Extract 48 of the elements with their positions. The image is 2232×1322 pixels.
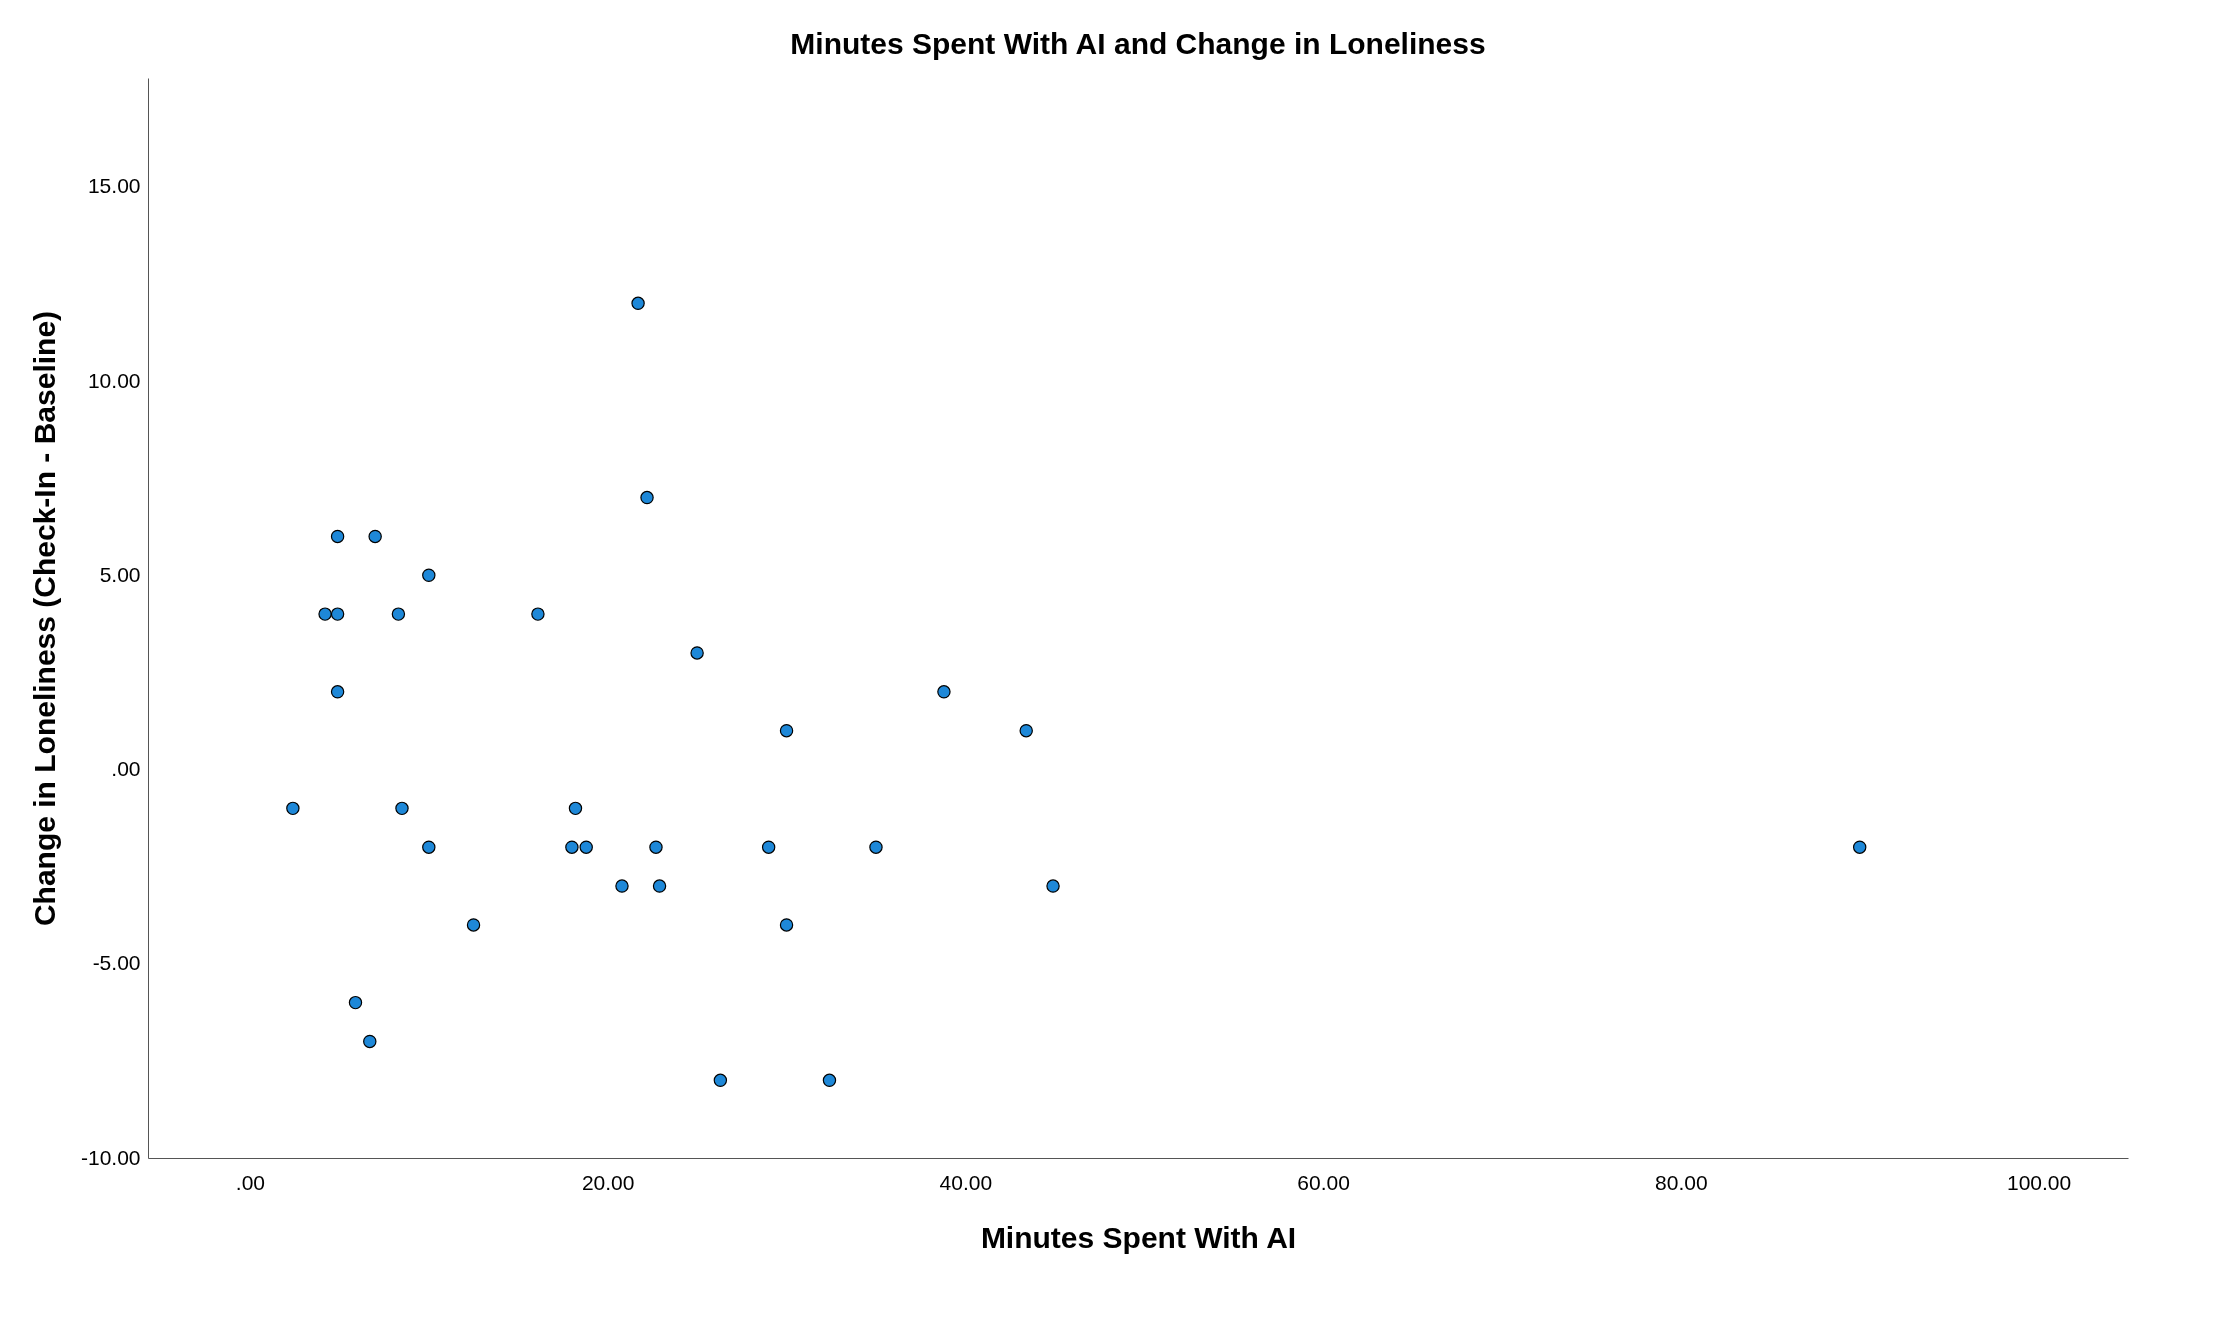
point xyxy=(1019,723,1033,738)
point xyxy=(1046,879,1060,893)
point xyxy=(649,840,663,854)
point xyxy=(822,1073,837,1088)
point xyxy=(466,918,481,932)
point xyxy=(568,801,583,816)
point xyxy=(779,723,794,738)
point xyxy=(640,490,654,505)
point xyxy=(869,840,883,854)
point xyxy=(531,607,545,621)
point xyxy=(330,685,345,699)
x-tick-label: 60.00 xyxy=(1297,1170,1350,1194)
point xyxy=(395,801,409,816)
point xyxy=(579,840,593,854)
point xyxy=(368,529,382,544)
point xyxy=(363,1034,377,1049)
x-tick-label: 20.00 xyxy=(581,1170,635,1194)
point xyxy=(422,840,436,854)
y-axis-title: Change in Loneliness (Check-In - Baseline) xyxy=(27,310,61,927)
point xyxy=(761,840,776,854)
y-tick-label: .00 xyxy=(111,757,141,781)
point xyxy=(330,529,345,544)
y-tick-label: 15.00 xyxy=(87,174,141,198)
point xyxy=(937,685,951,699)
point xyxy=(318,607,332,621)
point xyxy=(565,840,579,854)
x-tick-label: .00 xyxy=(235,1170,266,1194)
point xyxy=(690,646,704,660)
point xyxy=(286,801,300,816)
point xyxy=(631,296,645,311)
y-tick-label: -10.00 xyxy=(80,1145,141,1169)
x-tick-label: 80.00 xyxy=(1655,1170,1708,1194)
chart-title: Minutes Spent With AI and Change in Loneliness xyxy=(790,27,1486,60)
point xyxy=(391,607,406,621)
y-tick-label: -5.00 xyxy=(92,951,141,975)
y-tick-label: 5.00 xyxy=(99,562,141,586)
point xyxy=(779,918,794,932)
point xyxy=(713,1073,728,1088)
x-tick-label: 100.00 xyxy=(2006,1170,2072,1194)
point xyxy=(348,995,363,1010)
point xyxy=(1852,840,1867,854)
point xyxy=(615,879,629,893)
point xyxy=(652,879,667,893)
x-axis-title: Minutes Spent With AI xyxy=(980,1220,1297,1254)
point xyxy=(422,568,436,582)
point xyxy=(330,607,345,621)
y-tick-label: 10.00 xyxy=(87,368,141,392)
x-tick-label: 40.00 xyxy=(939,1170,993,1194)
